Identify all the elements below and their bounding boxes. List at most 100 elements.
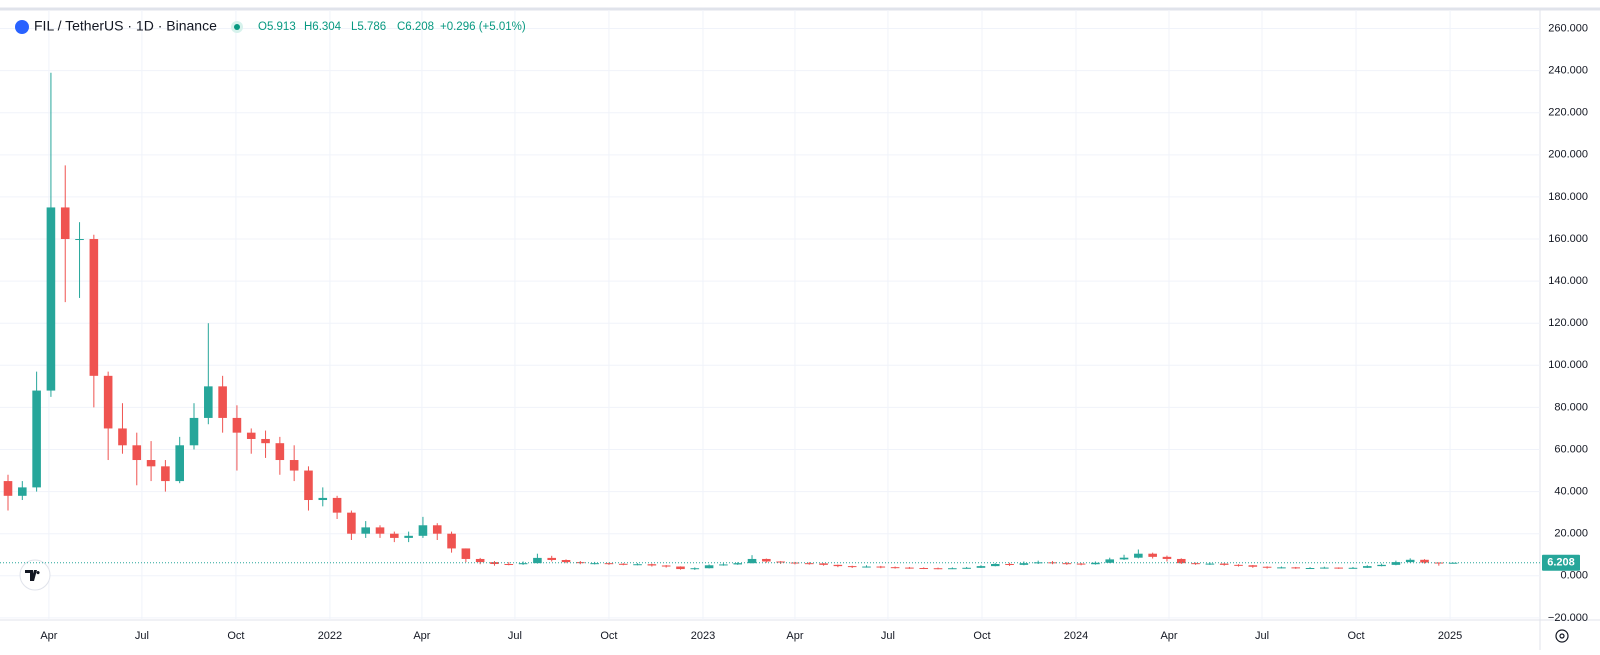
candle-body	[1219, 563, 1229, 565]
candle-body	[1091, 562, 1100, 565]
candle-body	[704, 565, 714, 569]
open-label: O5.913	[258, 21, 296, 33]
candle-body	[447, 533, 456, 549]
candle-body	[776, 561, 785, 563]
candle-body	[161, 466, 170, 482]
candle-body	[375, 527, 385, 534]
candle-body	[1420, 559, 1429, 563]
header: FIL / TetherUS · 1D · Binance O5.913 H6.…	[15, 18, 526, 34]
candle-body	[561, 560, 571, 563]
candle-body	[1362, 566, 1372, 568]
candle-body	[60, 207, 70, 240]
y-tick-label: 200.000	[1548, 149, 1588, 161]
candle-body	[733, 563, 743, 565]
candle-body	[1434, 562, 1444, 564]
x-tick-label: Jul	[135, 630, 149, 642]
x-tick-label: Apr	[40, 630, 57, 642]
candle-body	[862, 566, 871, 568]
x-tick-label: 2023	[691, 630, 715, 642]
candle-body	[204, 386, 213, 418]
candle-body	[246, 432, 256, 439]
candle-body	[118, 428, 127, 446]
candle-body	[175, 445, 184, 482]
candle-body	[876, 566, 886, 568]
candle-body	[18, 487, 27, 496]
symbol-title[interactable]: FIL / TetherUS · 1D · Binance	[34, 18, 217, 34]
candle-body	[103, 375, 113, 429]
candle-body	[819, 563, 828, 565]
x-tick-label: Oct	[1347, 630, 1364, 642]
candle-body	[676, 566, 685, 570]
candle-body	[576, 562, 585, 564]
candle-body	[990, 564, 1000, 567]
y-tick-label: 80.000	[1554, 401, 1588, 413]
candle-body	[533, 557, 542, 564]
symbol-icon[interactable]	[15, 20, 29, 34]
candle-body	[518, 563, 528, 565]
change-label: +0.296 (+5.01%)	[440, 21, 526, 33]
candle-body	[1291, 567, 1301, 569]
candle-body	[189, 417, 199, 446]
candle-body	[604, 563, 614, 565]
y-tick-label: 140.000	[1548, 275, 1588, 287]
status-dot	[234, 24, 240, 30]
settings-gear[interactable]	[1555, 629, 1569, 643]
candle-body	[1148, 553, 1157, 557]
last-price-tag	[1542, 554, 1580, 571]
x-tick-label: Jul	[1255, 630, 1269, 642]
tv-logo[interactable]	[19, 559, 51, 591]
candle-body	[790, 562, 800, 564]
x-tick-label: Oct	[973, 630, 990, 642]
high-label: H6.304	[304, 21, 342, 33]
last-price-label: 6.208	[1547, 557, 1575, 569]
grid	[0, 10, 1540, 620]
y-tick-label: 60.000	[1554, 443, 1588, 455]
candle-body	[289, 460, 299, 471]
candle-body	[962, 567, 971, 569]
candle-body	[218, 386, 227, 418]
x-tick-label: Apr	[413, 630, 430, 642]
candle-body	[633, 564, 642, 566]
candle-body	[390, 533, 399, 538]
candle-body	[132, 445, 142, 461]
y-tick-label: 100.000	[1548, 359, 1588, 371]
close-label: C6.208	[397, 21, 434, 33]
candle-body	[432, 525, 442, 534]
candle-body	[418, 525, 428, 536]
candle-body	[1205, 563, 1215, 565]
candle-body	[1448, 562, 1458, 564]
candle-body	[1234, 564, 1243, 566]
x-tick-label: Jul	[508, 630, 522, 642]
candle-body	[490, 562, 499, 565]
candle-body	[404, 535, 413, 538]
x-tick-label: 2025	[1438, 630, 1462, 642]
candle-body	[647, 564, 657, 566]
candle-body	[1334, 567, 1343, 569]
candle-body	[1105, 559, 1115, 563]
candle-body	[1076, 563, 1086, 565]
y-tick-label: 260.000	[1548, 22, 1588, 34]
candle-body	[332, 497, 342, 513]
settings-button[interactable]	[1555, 629, 1569, 643]
y-tick-label: 160.000	[1548, 233, 1588, 245]
x-tick-label: Apr	[1160, 630, 1177, 642]
candle-body	[146, 460, 156, 467]
candle-body	[1277, 567, 1286, 569]
candle-body	[1377, 564, 1386, 567]
candle-body	[948, 568, 957, 570]
candle-body	[1391, 562, 1401, 565]
candle-body	[762, 558, 771, 562]
candle-body	[1134, 553, 1143, 558]
candle-body	[1405, 559, 1415, 563]
candle-body	[1348, 567, 1358, 569]
y-tick-label: 220.000	[1548, 107, 1588, 119]
candle-body	[1048, 562, 1057, 564]
candle-body	[46, 207, 56, 391]
candle-body	[719, 564, 728, 566]
candle-body	[1176, 558, 1186, 564]
y-tick-label: 240.000	[1548, 65, 1588, 77]
candle-body	[690, 568, 700, 570]
candle-body	[461, 548, 471, 559]
